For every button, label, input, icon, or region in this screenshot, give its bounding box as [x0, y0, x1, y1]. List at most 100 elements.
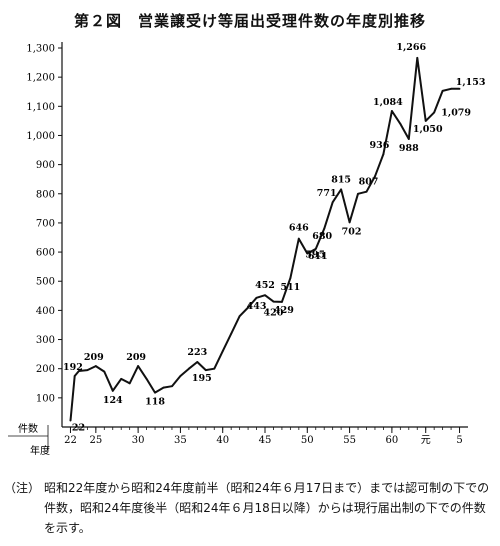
data-point	[145, 377, 148, 380]
data-label: 443	[247, 301, 267, 312]
data-point	[137, 365, 140, 367]
y-tick-label: 200	[36, 364, 55, 375]
y-tick-label: 400	[36, 306, 55, 317]
data-label: 192	[63, 362, 83, 373]
data-label: 429	[274, 305, 294, 316]
x-tick-label: 元	[421, 435, 431, 446]
data-point	[424, 119, 427, 122]
line-chart: 100 200 300 400 500 600 700 800 900 1,000 1,100 1,2…	[8, 42, 486, 457]
data-point	[230, 332, 233, 335]
data-point	[171, 385, 173, 388]
data-point	[187, 367, 190, 370]
data-point	[179, 375, 182, 377]
data-point	[399, 122, 402, 125]
data-point	[407, 138, 410, 140]
y-tick-label: 900	[36, 160, 55, 171]
data-point	[111, 389, 114, 392]
data-label: 807	[359, 177, 379, 188]
data-point	[289, 277, 292, 279]
data-point	[221, 350, 224, 353]
data-point	[154, 391, 156, 394]
data-label: 1,079	[441, 107, 471, 118]
data-label: 771	[317, 188, 337, 199]
y-tick-label: 1,000	[26, 131, 55, 142]
data-label: 702	[342, 226, 362, 237]
data-label: 223	[187, 347, 207, 358]
data-point	[94, 365, 97, 367]
x-axis-title: 年度	[30, 444, 50, 457]
data-label: 22	[72, 423, 85, 434]
x-tick-label: 50	[301, 435, 314, 446]
y-tick-label: 700	[36, 218, 55, 229]
data-point	[382, 153, 385, 156]
chart-title: 第２図 営業譲受け等届出受理件数の年度別推移	[73, 12, 426, 30]
data-point	[450, 87, 452, 90]
data-point	[390, 110, 393, 112]
data-point	[441, 89, 444, 92]
data-label: 209	[84, 352, 104, 363]
data-point	[281, 301, 283, 303]
data-label: 646	[289, 223, 309, 234]
footnote-text: 昭和22年度から昭和24年度前半（昭和24年６月17日まで）までは認可制の下での…	[44, 481, 490, 535]
data-label: 452	[255, 280, 275, 291]
x-tick-label: 30	[132, 435, 145, 446]
data-label: 1,153	[456, 77, 486, 88]
data-label: 420	[264, 308, 284, 319]
data-point	[331, 201, 334, 204]
data-point	[78, 370, 80, 372]
x-tick-label: 35	[174, 435, 187, 446]
x-tick-label: 60	[386, 435, 399, 446]
x-tick-label: 40	[216, 435, 229, 446]
x-tick-label: 45	[259, 435, 272, 446]
y-tick-label: 100	[36, 393, 55, 404]
series-line	[69, 56, 460, 421]
data-label: 988	[399, 143, 419, 154]
data-point	[86, 369, 89, 372]
footnote-label: （注）	[4, 481, 41, 495]
data-point	[204, 369, 207, 372]
data-point	[69, 419, 72, 422]
x-tick-label: 25	[89, 435, 102, 446]
data-point	[213, 367, 216, 370]
data-point	[247, 306, 249, 309]
y-tick-label: 500	[36, 277, 55, 288]
data-label: 1,050	[413, 124, 443, 135]
data-label: 815	[331, 174, 351, 185]
data-label: 680	[312, 231, 332, 242]
data-point	[340, 188, 343, 191]
data-point	[120, 377, 123, 380]
data-label: 1,084	[373, 97, 403, 108]
data-point	[297, 237, 300, 240]
data-point	[458, 87, 461, 90]
data-label: 611	[308, 251, 328, 262]
data-point	[255, 296, 258, 299]
data-point	[238, 315, 241, 318]
y-tick-label: 600	[36, 248, 55, 259]
data-point	[272, 300, 275, 303]
data-point	[365, 190, 368, 193]
data-point	[103, 370, 106, 373]
data-point	[348, 221, 351, 224]
data-label: 124	[103, 395, 123, 406]
data-point	[433, 111, 436, 114]
data-point	[196, 361, 199, 363]
data-point	[314, 247, 317, 250]
data-point	[323, 227, 326, 230]
data-point	[264, 294, 266, 297]
data-point	[357, 192, 359, 195]
data-label: 511	[280, 282, 300, 293]
data-label: 1,266	[396, 42, 426, 53]
data-label: 595	[305, 250, 325, 261]
x-tick-label: 22	[64, 435, 77, 446]
y-tick-label: 1,100	[26, 102, 55, 113]
data-point	[306, 252, 309, 255]
data-label: 195	[192, 373, 212, 384]
y-axis-title: 件数	[18, 422, 38, 435]
y-tick-label: 800	[36, 189, 55, 200]
y-tick-label: 1,200	[26, 73, 55, 84]
data-label: 118	[145, 397, 165, 408]
data-point	[128, 382, 131, 385]
data-point	[374, 175, 376, 178]
data-point	[162, 386, 165, 389]
x-tick-label: 55	[343, 435, 356, 446]
